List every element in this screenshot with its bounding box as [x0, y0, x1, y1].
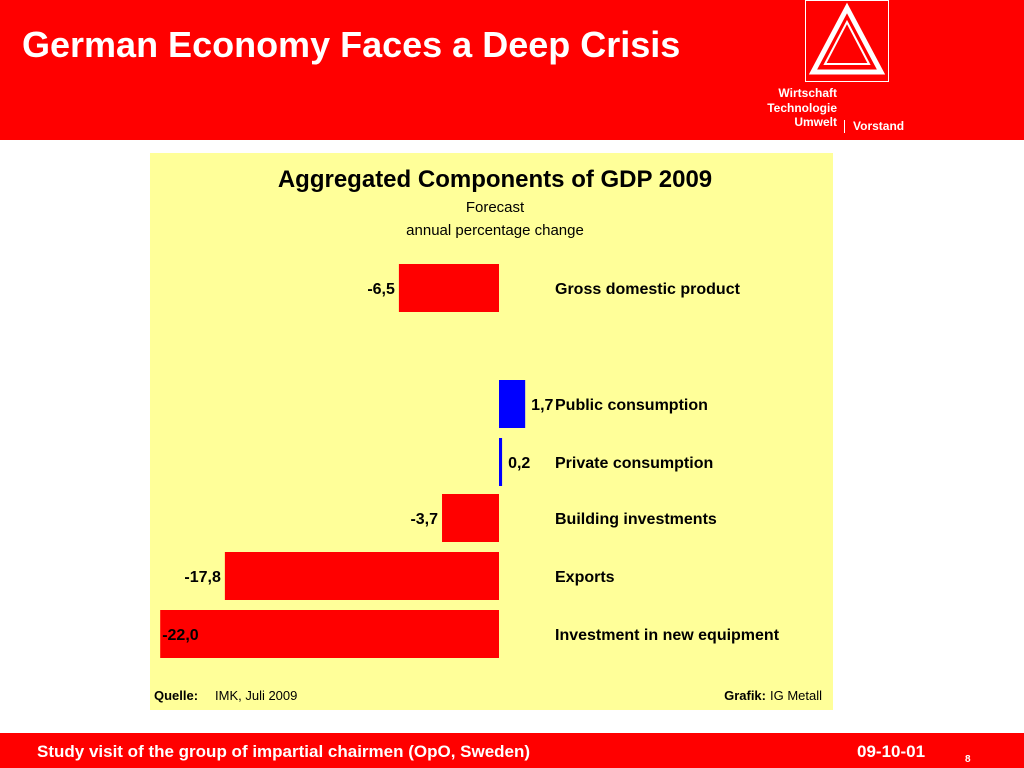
category-label: Investment in new equipment	[555, 627, 780, 644]
category-label: Gross domestic product	[555, 281, 741, 298]
department-name: Wirtschaft Technologie Umwelt	[700, 86, 837, 130]
chart-subtitle: annual percentage change	[406, 222, 584, 239]
value-label: 0,2	[508, 455, 530, 472]
bar	[499, 438, 503, 486]
category-label: Building investments	[555, 511, 717, 528]
page-number: 8	[965, 754, 971, 765]
chart-panel: Aggregated Components of GDP 2009 Foreca…	[150, 153, 833, 710]
value-label: -6,5	[367, 281, 395, 298]
bar	[442, 494, 499, 542]
chart-subtitle: Forecast	[466, 199, 525, 216]
department-line: Umwelt	[794, 115, 837, 129]
value-label: -22,0	[162, 627, 199, 644]
department-separator	[844, 120, 845, 133]
credit-label: Grafik:	[724, 688, 766, 703]
source-label: Quelle:	[154, 688, 198, 703]
bar-group: -6,5 Gross domestic product 1,7 Public cons…	[160, 264, 780, 658]
department-line: Technologie	[767, 100, 837, 115]
credit-text: IG Metall	[770, 688, 822, 703]
bar	[499, 380, 526, 428]
slide-title: German Economy Faces a Deep Crisis	[22, 24, 681, 65]
vorstand-label: Vorstand	[853, 119, 905, 133]
category-label: Private consumption	[555, 455, 713, 472]
ig-metall-logo	[805, 0, 889, 82]
bar	[398, 264, 499, 312]
header-bar: German Economy Faces a Deep Crisis Wirts…	[0, 0, 1024, 140]
department-line: Wirtschaft	[778, 86, 837, 100]
bar	[160, 610, 499, 658]
chart-title: Aggregated Components of GDP 2009	[278, 166, 712, 193]
footer-bar: Study visit of the group of impartial ch…	[0, 733, 1024, 768]
footer-text: Study visit of the group of impartial ch…	[37, 742, 531, 761]
bar	[224, 552, 499, 600]
value-label: -17,8	[184, 569, 221, 586]
category-label: Exports	[555, 569, 615, 586]
value-label: 1,7	[531, 397, 553, 414]
source-text: IMK, Juli 2009	[215, 688, 297, 703]
category-label: Public consumption	[555, 397, 708, 414]
gdp-bar-chart: Aggregated Components of GDP 2009 Foreca…	[154, 166, 822, 703]
footer-date: 09-10-01	[857, 742, 926, 761]
value-label: -3,7	[410, 511, 438, 528]
